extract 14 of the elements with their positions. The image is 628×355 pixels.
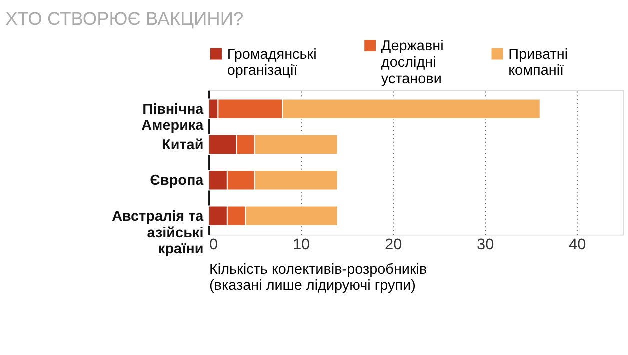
y-tick-label: Північна Америка	[142, 102, 205, 134]
legend-label: Приватні компанії	[508, 46, 568, 80]
legend-label: Державні дослідні установи	[381, 38, 444, 88]
y-tick-label: Австралія та азійські країни	[112, 208, 205, 258]
x-tick-label: 30	[477, 236, 494, 254]
chart-title: ХТО СТВОРЮЄ ВАКЦИНИ?	[6, 8, 244, 29]
y-tick-label: Китай	[162, 138, 204, 154]
x-tick-label: 0	[209, 236, 218, 254]
x-tick-label: 10	[292, 236, 310, 254]
x-tick-label: 20	[385, 236, 402, 254]
x-tick-label: 40	[569, 236, 586, 254]
y-tick-label: Європа	[150, 173, 205, 190]
x-axis-title: Кількість колективів-розробників (вказані лише лідируючі групи)	[209, 262, 428, 294]
legend-label: Громадянські організації	[227, 46, 317, 80]
